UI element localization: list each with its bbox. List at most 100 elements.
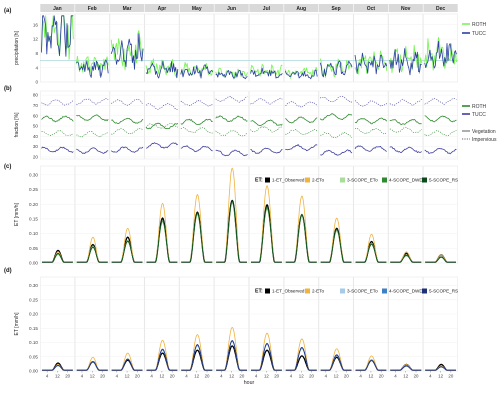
- month-label: Nov: [401, 6, 411, 12]
- series-line: [389, 98, 422, 106]
- series-line: [41, 15, 74, 60]
- y-axis-label: ET [mm/h]: [14, 312, 20, 336]
- facet-frame: [214, 90, 249, 160]
- y-tick-label: 80: [33, 93, 39, 98]
- facet-frame: [353, 90, 389, 160]
- series-line: [285, 116, 318, 124]
- y-tick-label: 0.20: [29, 202, 38, 207]
- x-tick-label: 4: [394, 374, 397, 379]
- series-line: [41, 115, 74, 123]
- series-line: [146, 219, 178, 263]
- month-label: May: [192, 6, 202, 12]
- series-line: [41, 146, 74, 153]
- series-line: [41, 15, 74, 57]
- series-line: [146, 103, 178, 110]
- series-line: [250, 97, 283, 105]
- x-tick-label: 20: [414, 374, 419, 379]
- series-line: [180, 61, 214, 77]
- facet-frame: [283, 90, 319, 160]
- series-line: [215, 115, 248, 122]
- series-line: [354, 145, 387, 152]
- month-strip-cell: [388, 4, 423, 12]
- series-line: [215, 130, 248, 137]
- series-line: [389, 48, 422, 76]
- series-line: [181, 212, 213, 263]
- panel-label: (d): [4, 268, 12, 274]
- y-tick-label: 0.05: [29, 246, 38, 251]
- series-line: [424, 148, 457, 155]
- series-line: [145, 123, 178, 129]
- month-label: Jul: [263, 6, 271, 12]
- x-tick-label: 12: [334, 374, 339, 379]
- series-line: [250, 119, 283, 127]
- x-tick-label: 4: [116, 374, 119, 379]
- panel-label: (b): [4, 86, 12, 92]
- series-line: [76, 131, 109, 138]
- facet-frame: [74, 90, 110, 160]
- month-strip-cell: [75, 4, 110, 12]
- y-tick-label: 30: [33, 144, 39, 149]
- x-tick-label: 4: [185, 374, 188, 379]
- x-tick-label: 12: [125, 374, 130, 379]
- series-line: [425, 366, 456, 371]
- y-axis-label: fraction [%]: [14, 112, 20, 138]
- series-line: [251, 205, 282, 263]
- legend-swatch: [422, 288, 427, 294]
- month-label: Sep: [331, 6, 340, 12]
- series-line: [354, 117, 388, 125]
- series-line: [42, 252, 73, 263]
- y-tick-label: 60: [33, 113, 39, 118]
- y-tick-label: 20: [33, 155, 39, 160]
- month-strip-cell: [249, 4, 284, 12]
- series-line: [111, 240, 143, 263]
- x-tick-label: 4: [46, 374, 49, 379]
- series-line: [110, 146, 144, 153]
- series-line: [76, 147, 109, 154]
- series-line: [285, 128, 318, 135]
- legend-label: ROTH: [472, 104, 487, 110]
- y-tick-label: 16: [33, 22, 39, 27]
- series-line: [216, 200, 247, 263]
- legend-swatch: [340, 177, 345, 183]
- month-label: Aug: [296, 6, 306, 12]
- y-tick-label: 40: [33, 134, 39, 139]
- series-line: [250, 67, 283, 79]
- series-line: [285, 213, 317, 263]
- legend-label: 3-SCOPE_ETo: [347, 178, 378, 183]
- y-tick-label: 0.25: [29, 187, 38, 192]
- series-line: [76, 246, 108, 263]
- series-line: [319, 58, 353, 78]
- y-tick-label: 70: [33, 103, 39, 108]
- series-line: [389, 146, 422, 153]
- series-line: [111, 117, 144, 124]
- y-tick-label: 0.15: [29, 326, 38, 331]
- series-line: [285, 347, 317, 371]
- y-axis-label: ET [mm/h]: [14, 202, 20, 226]
- x-tick-label: 20: [65, 374, 70, 379]
- series-line: [320, 354, 352, 371]
- month-label: Mar: [123, 6, 132, 12]
- series-line: [146, 348, 178, 371]
- month-strip-cell: [318, 4, 354, 12]
- series-line: [41, 130, 74, 136]
- x-tick-label: 20: [309, 374, 314, 379]
- x-tick-label: 12: [403, 374, 408, 379]
- y-tick-label: 0.30: [29, 172, 38, 177]
- series-line: [250, 147, 283, 154]
- series-line: [145, 60, 179, 79]
- series-line: [181, 344, 213, 371]
- series-line: [390, 254, 422, 263]
- month-strip-cell: [423, 4, 458, 12]
- x-axis-label: hour: [244, 380, 255, 386]
- x-tick-label: 20: [344, 374, 349, 379]
- legend-swatch: [265, 288, 270, 294]
- legend-label: TUCC: [472, 112, 486, 118]
- panel-background: [40, 277, 458, 371]
- month-label: Apr: [158, 6, 167, 12]
- month-strip-cell: [214, 4, 249, 12]
- month-label: Feb: [88, 6, 97, 12]
- panel-background: [40, 14, 458, 82]
- legend-title: ET:: [255, 289, 263, 295]
- y-tick-label: 0.20: [29, 312, 38, 317]
